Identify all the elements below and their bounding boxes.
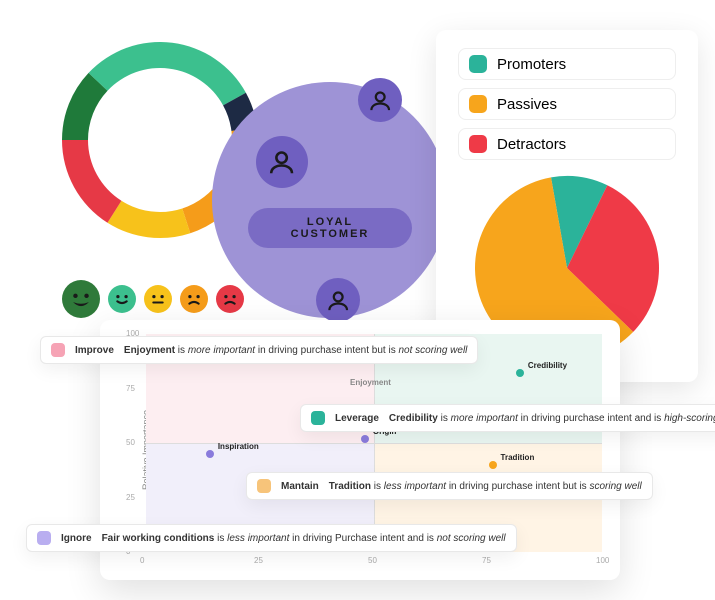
callout-title: Mantain [281, 481, 319, 492]
user-icon [367, 87, 393, 113]
smiley-grin [62, 280, 100, 318]
legend-label: Passives [497, 96, 557, 113]
callout-leverage: Leverage Credibility is more important in… [300, 404, 715, 432]
callout-body: Fair working conditions is less importan… [102, 533, 506, 544]
avatar-badge-2 [316, 278, 360, 322]
legend-item-detractors: Detractors [458, 128, 676, 160]
angry-face-icon [216, 285, 244, 313]
neutral-face-icon [144, 285, 172, 313]
point-origin [361, 435, 369, 443]
point-tradition [489, 461, 497, 469]
legend-swatch [469, 95, 487, 113]
callout-title: Leverage [335, 413, 379, 424]
x-tick: 75 [482, 556, 491, 565]
legend-item-promoters: Promoters [458, 48, 676, 80]
point-label: Inspiration [218, 442, 259, 451]
smiley-angry [216, 285, 244, 313]
y-tick: 50 [126, 438, 135, 447]
callout-title: Ignore [61, 533, 92, 544]
callout-swatch [37, 531, 51, 545]
legend-label: Detractors [497, 136, 566, 153]
avatar-badge-1 [256, 136, 308, 188]
y-tick: 75 [126, 384, 135, 393]
avatar-badge-0 [358, 78, 402, 122]
grin-face-icon [62, 280, 100, 318]
callout-improve: Improve Enjoyment is more important in dr… [40, 336, 478, 364]
callout-maintain: Mantain Tradition is less important in dr… [246, 472, 653, 500]
callout-swatch [51, 343, 65, 357]
point-inspiration [206, 450, 214, 458]
x-tick: 25 [254, 556, 263, 565]
sad-face-icon [180, 285, 208, 313]
donut-seg-seg-green-light [89, 42, 246, 105]
callout-body: Tradition is less important in driving p… [329, 481, 642, 492]
point-credibility [516, 369, 524, 377]
legend-item-passives: Passives [458, 88, 676, 120]
user-icon [266, 146, 297, 177]
x-tick: 100 [596, 556, 609, 565]
center-label: Enjoyment [350, 378, 391, 387]
callout-body: Credibility is more important in driving… [389, 413, 715, 424]
callout-swatch [311, 411, 325, 425]
x-tick: 0 [140, 556, 144, 565]
donut-seg-seg-red [62, 140, 121, 223]
donut-seg-seg-yellow [107, 201, 190, 238]
smile-face-icon [108, 285, 136, 313]
point-label: Tradition [501, 453, 535, 462]
x-tick: 50 [368, 556, 377, 565]
point-label: Credibility [528, 361, 567, 370]
nps-legend: Promoters Passives Detractors [436, 30, 698, 168]
smiley-smile [108, 285, 136, 313]
y-tick: 25 [126, 493, 135, 502]
divider-horizontal [146, 443, 602, 444]
user-icon [325, 287, 351, 313]
loyal-customer-label: LOYAL CUSTOMER [248, 208, 412, 248]
key-drivers-plot: 02550751000255075100EnjoymentInspiration… [146, 334, 602, 552]
callout-swatch [257, 479, 271, 493]
legend-swatch [469, 55, 487, 73]
callout-title: Improve [75, 345, 114, 356]
callout-ignore: Ignore Fair working conditions is less im… [26, 524, 517, 552]
legend-label: Promoters [497, 56, 566, 73]
legend-swatch [469, 135, 487, 153]
sentiment-smileys [62, 280, 244, 318]
smiley-neutral [144, 285, 172, 313]
smiley-sad [180, 285, 208, 313]
callout-body: Enjoyment is more important in driving p… [124, 345, 468, 356]
